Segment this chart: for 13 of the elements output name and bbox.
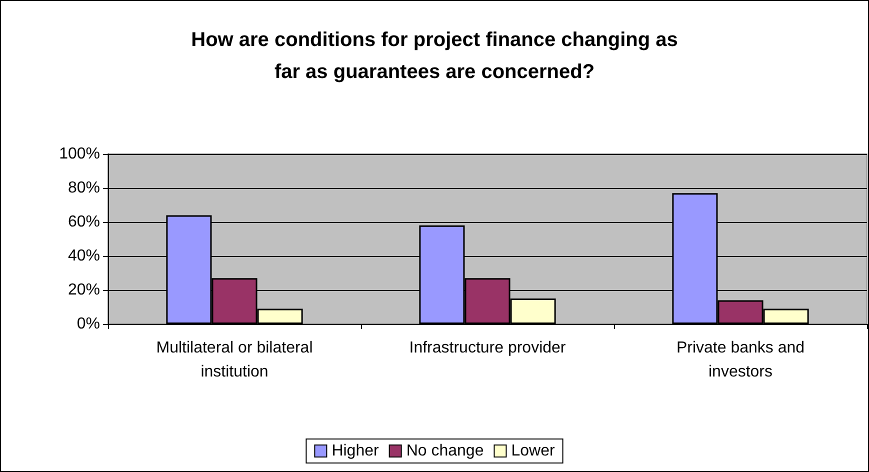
chart-title: How are conditions for project finance changing as far as guarantees are concerned? — [191, 29, 678, 83]
y-tick-label: 40% — [68, 248, 100, 264]
legend-label: Higher — [332, 442, 380, 460]
y-tick-label: 0% — [76, 316, 100, 332]
y-tick-label: 20% — [68, 282, 100, 298]
y-tick-label: 60% — [68, 214, 100, 230]
legend-label: No change — [406, 442, 484, 460]
y-tick-label: 100% — [59, 146, 100, 162]
y-tick-label: 80% — [68, 180, 100, 196]
x-tick-label: Private banks and investors — [676, 340, 805, 380]
x-tick-label: Multilateral or bilateral institution — [156, 340, 313, 380]
legend-label: Lower — [511, 442, 556, 460]
x-tick-label: Infrastructure provider — [409, 340, 566, 356]
